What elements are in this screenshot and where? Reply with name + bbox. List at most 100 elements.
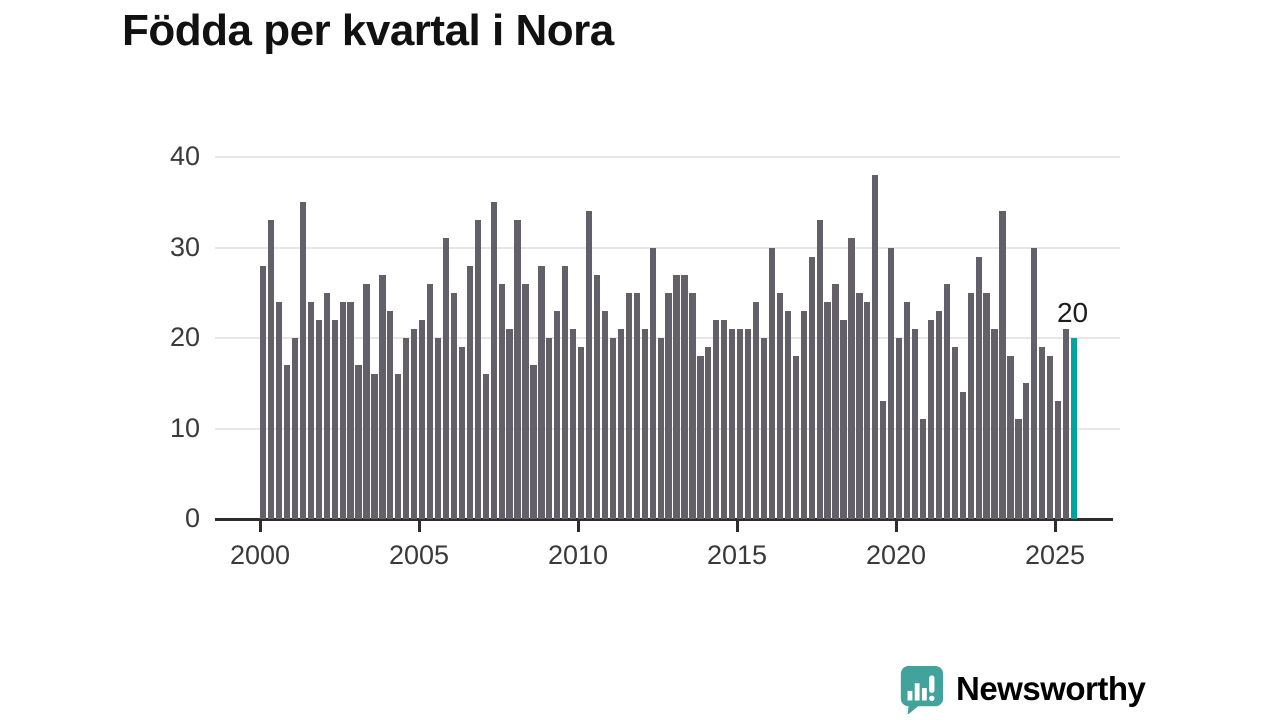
bar <box>800 310 807 519</box>
bar <box>1055 401 1062 519</box>
bar <box>880 401 887 519</box>
bar <box>442 238 450 519</box>
bar <box>419 319 426 519</box>
bar <box>967 292 974 519</box>
y-axis-tick-label: 0 <box>184 503 200 533</box>
bar <box>824 301 831 519</box>
bar <box>291 338 299 519</box>
x-axis-tick-label: 2010 <box>547 540 609 570</box>
bar <box>999 211 1006 519</box>
bar-chart: 0 10 20 30 40 2000 2005 2010 2015 2020 2025 20 <box>169 143 1120 570</box>
bar <box>625 292 632 519</box>
x-axis-tick-label: 2000 <box>229 540 291 570</box>
bar <box>514 220 521 519</box>
bar <box>935 310 943 519</box>
bar <box>570 328 577 519</box>
bar <box>601 310 609 519</box>
bar <box>347 301 354 519</box>
bar <box>713 319 720 519</box>
bar <box>323 292 330 519</box>
bar <box>585 211 593 519</box>
bar <box>808 256 815 519</box>
bar <box>562 265 569 519</box>
bar <box>387 310 394 519</box>
bar <box>816 220 823 519</box>
bar <box>1015 419 1022 519</box>
bar <box>776 292 784 519</box>
bar <box>506 328 513 519</box>
gridline <box>215 156 1120 158</box>
y-axis-tick-label: 30 <box>169 231 200 262</box>
bar <box>1047 356 1054 519</box>
bar <box>331 319 338 519</box>
bar <box>1007 356 1014 519</box>
x-axis-tick-label: 2020 <box>865 540 927 570</box>
bar <box>943 283 950 519</box>
bar <box>363 283 370 519</box>
gridline <box>215 246 1120 249</box>
bar <box>538 265 545 519</box>
bar <box>617 328 625 519</box>
bar <box>411 328 418 519</box>
x-axis-tick <box>417 521 421 532</box>
bar <box>744 328 752 519</box>
speech-bubble-bar-chart-icon <box>900 665 944 714</box>
bar <box>315 319 322 519</box>
bar <box>681 274 688 519</box>
bar <box>792 356 799 519</box>
bar <box>975 256 982 519</box>
bar <box>872 175 879 519</box>
y-axis-tick-label: 10 <box>169 412 200 443</box>
bar <box>339 301 346 519</box>
bar <box>888 247 895 519</box>
bar <box>355 365 362 519</box>
newsworthy-logo-text: Newsworthy <box>956 670 1146 707</box>
bar <box>848 238 855 519</box>
bar <box>395 374 402 519</box>
bar <box>991 328 998 519</box>
bar <box>768 247 776 519</box>
x-axis-tick-label: 2025 <box>1024 540 1086 570</box>
bar <box>697 356 704 519</box>
bar <box>896 338 903 519</box>
bar <box>283 365 291 519</box>
bar <box>482 374 489 519</box>
bar <box>665 292 672 519</box>
bar <box>450 292 458 519</box>
bar <box>1062 328 1070 519</box>
bar <box>856 292 863 519</box>
bar <box>864 301 871 519</box>
bar <box>426 283 434 519</box>
bar <box>260 265 267 519</box>
bar <box>784 310 791 519</box>
bar <box>752 301 760 519</box>
bar <box>299 202 307 519</box>
bar <box>578 347 585 519</box>
bar-highlight <box>1070 338 1078 519</box>
x-axis-tick <box>576 521 580 532</box>
bar <box>609 338 617 519</box>
bar <box>554 310 561 519</box>
newsworthy-logo: Newsworthy <box>897 664 1146 714</box>
bar <box>466 265 473 519</box>
bar <box>951 347 958 519</box>
bar <box>530 365 537 519</box>
bar <box>911 328 919 519</box>
bar <box>729 328 736 519</box>
x-axis-tick <box>1053 521 1057 532</box>
x-axis-tick <box>894 521 898 532</box>
bar <box>593 274 601 519</box>
x-axis-tick-label: 2005 <box>388 540 450 570</box>
x-axis-tick <box>258 521 262 532</box>
bar <box>458 347 466 519</box>
x-axis-tick <box>735 521 739 532</box>
bar <box>840 319 847 519</box>
bar <box>673 274 680 519</box>
bar <box>927 319 935 519</box>
bar <box>649 247 656 519</box>
bar <box>275 301 283 519</box>
bar <box>633 292 640 519</box>
bar <box>522 283 529 519</box>
bar <box>267 220 275 519</box>
bar <box>959 392 966 519</box>
